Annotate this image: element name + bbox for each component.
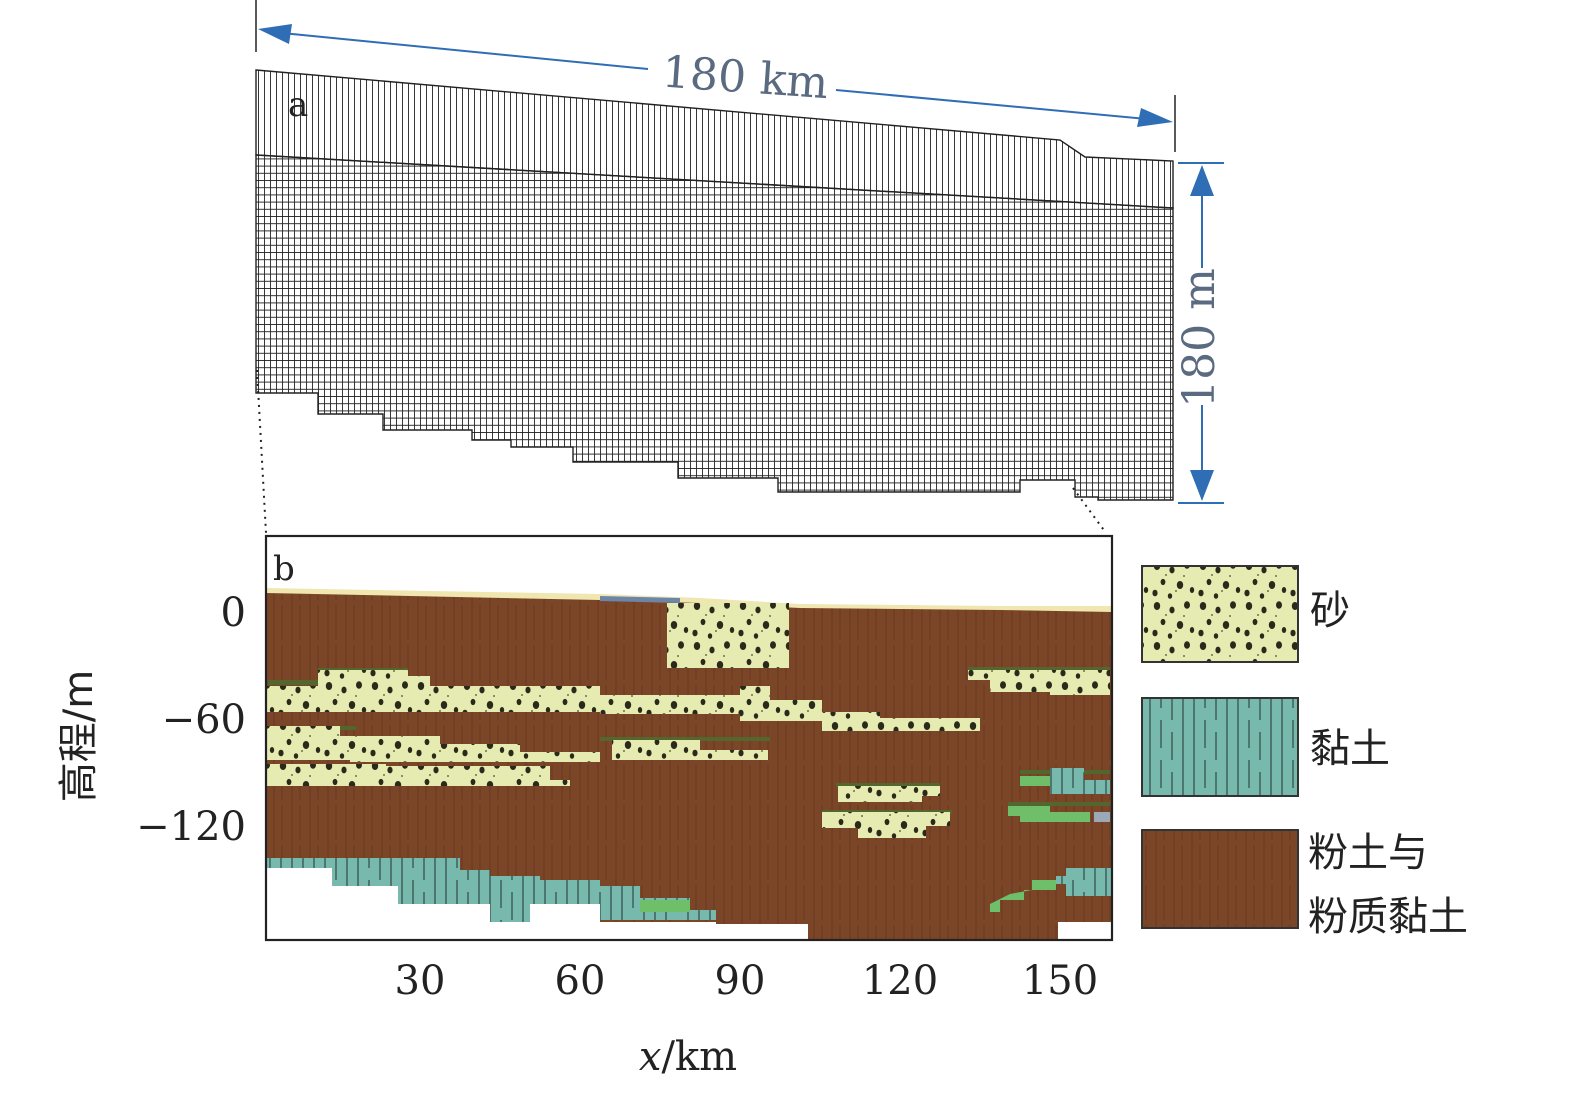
depth-dimension-label: 180 m <box>1174 268 1225 408</box>
x-tick-label: 30 <box>395 958 446 1004</box>
surface-blue-sliver <box>600 596 680 603</box>
x-axis-variable: x <box>639 1034 662 1080</box>
legend-label-silt-line1: 粉土与 <box>1308 830 1428 876</box>
legend-swatch-sand <box>1141 565 1299 663</box>
x-tick-label: 120 <box>862 958 938 1004</box>
arrowhead-up-icon <box>1190 165 1214 196</box>
sand-lens <box>822 812 950 838</box>
sand-lens <box>266 726 600 762</box>
clay-lenses <box>266 768 1112 922</box>
legend-label-sand: 砂 <box>1310 588 1350 634</box>
y-axis-label: 高程/m <box>56 670 102 802</box>
unmodeled-bottom-right <box>1058 922 1112 940</box>
legend-item-sand: 砂 <box>1141 565 1350 663</box>
green-lenses <box>640 776 1110 912</box>
y-tick-label: −60 <box>162 697 246 743</box>
zoom-connector-left <box>256 369 267 534</box>
sand-lens <box>266 764 570 786</box>
sand-lens <box>612 740 768 760</box>
legend-swatch-clay <box>1141 697 1299 797</box>
depth-dimension: 180 m <box>1174 162 1225 504</box>
y-tick-label: −120 <box>136 804 246 850</box>
arrowhead-left-icon <box>258 24 292 44</box>
panel-a-label: a <box>288 85 308 125</box>
legend-label-clay: 黏土 <box>1310 726 1390 772</box>
width-arrow-line-left <box>271 31 649 70</box>
panel-b-label: b <box>273 549 295 589</box>
width-dimension-label: 180 km <box>660 47 830 109</box>
clay-lens <box>1050 768 1110 794</box>
sand-lens <box>968 670 1110 695</box>
legend-item-silt: 粉土与 粉质黏土 <box>1141 829 1468 940</box>
width-dimension: 180 km <box>255 0 1176 152</box>
x-axis-label: x/km <box>639 1034 737 1080</box>
surface-sliver <box>266 588 1112 612</box>
sand-lens <box>838 786 940 802</box>
mesh-lower-zone <box>255 154 1174 501</box>
arrowhead-right-icon <box>1137 108 1173 127</box>
x-axis-unit: /km <box>661 1034 737 1080</box>
legend: 砂 黏土 粉土与 粉质黏土 <box>1141 565 1468 940</box>
panel-a: a 180 km 180 m <box>255 0 1225 534</box>
silt-body <box>266 590 1112 940</box>
legend-swatch-silt <box>1141 829 1299 929</box>
legend-label-silt-line2: 粉质黏土 <box>1308 894 1468 940</box>
width-arrow-line-right <box>835 89 1159 121</box>
sand-lens <box>266 670 980 731</box>
x-tick-label: 150 <box>1022 958 1098 1004</box>
panel-b-frame <box>264 534 1114 942</box>
y-tick-label: 0 <box>221 590 246 636</box>
arrowhead-down-icon <box>1190 470 1214 501</box>
panel-b: b 0 −60 −120 高程/m 30 60 90 120 150 x/km <box>56 534 1114 1080</box>
clay-lens <box>266 858 716 922</box>
sand-lens <box>667 603 789 668</box>
legend-item-clay: 黏土 <box>1141 697 1390 797</box>
x-tick-label: 90 <box>715 958 766 1004</box>
x-tick-label: 60 <box>555 958 606 1004</box>
sand-lenses <box>266 603 1110 838</box>
clay-lens <box>1056 868 1112 896</box>
